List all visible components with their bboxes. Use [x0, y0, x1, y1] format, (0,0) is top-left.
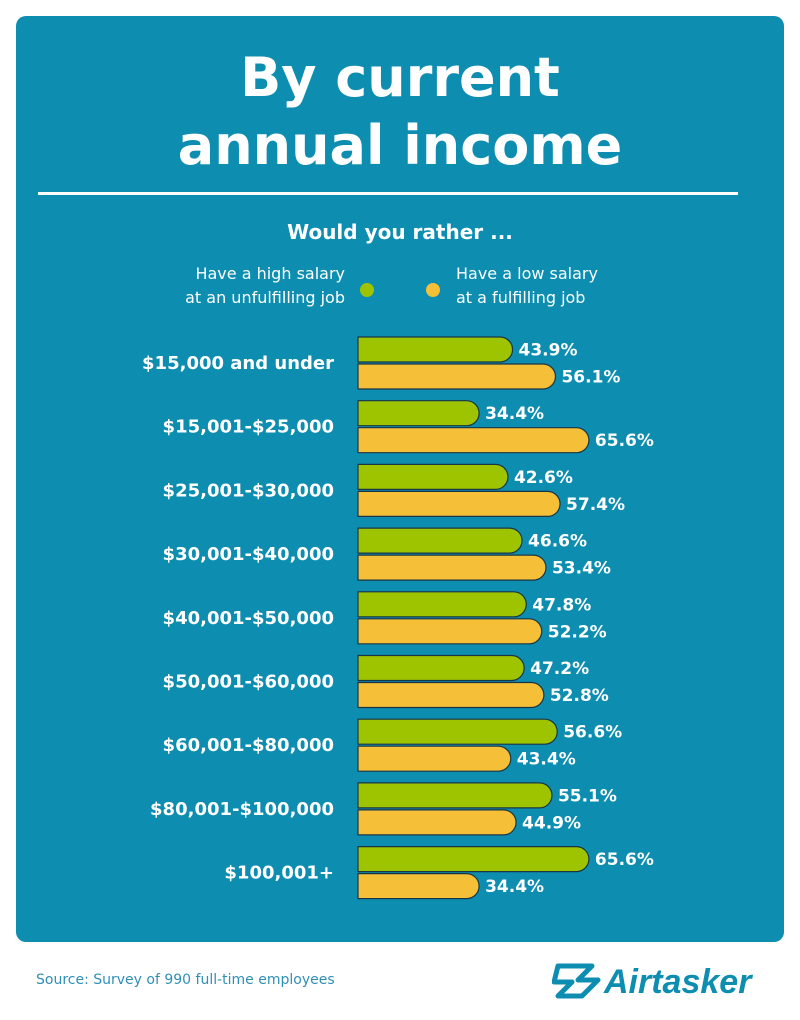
- bar-low-salary: [357, 809, 517, 836]
- data-label: 43.4%: [517, 750, 576, 770]
- bar-high-salary: [357, 463, 509, 490]
- bar-low-salary: [357, 618, 543, 645]
- data-label: 44.9%: [522, 813, 581, 833]
- data-label: 65.6%: [595, 850, 654, 870]
- data-label: 47.2%: [530, 659, 589, 679]
- data-label: 47.8%: [532, 595, 591, 615]
- data-label: 57.4%: [566, 495, 625, 515]
- category-label: $50,001-$60,000: [163, 672, 334, 693]
- bar-high-salary: [357, 336, 514, 363]
- category-label: $25,001-$30,000: [163, 480, 334, 501]
- legend-low-label: Have a low salary at a fulfilling job: [456, 262, 676, 310]
- bar-high-salary: [357, 782, 553, 809]
- data-label: 46.6%: [528, 532, 587, 552]
- category-label: $15,001-$25,000: [163, 417, 334, 438]
- category-label: $100,001+: [224, 863, 334, 884]
- source-note: Source: Survey of 990 full-time employee…: [36, 972, 335, 988]
- data-label: 42.6%: [514, 468, 573, 488]
- data-label: 56.6%: [563, 723, 622, 743]
- data-label: 52.8%: [550, 686, 609, 706]
- legend-high-swatch: [360, 283, 374, 297]
- bar-high-salary: [357, 654, 525, 682]
- category-label: $40,001-$50,000: [163, 608, 334, 629]
- bar-high-salary: [357, 527, 523, 554]
- data-label: 43.9%: [519, 341, 578, 361]
- chart-title-line-2: annual income: [177, 114, 623, 177]
- bar-low-salary: [357, 873, 480, 900]
- bar-high-salary: [357, 846, 590, 873]
- legend-high-line-1: Have a high salary: [195, 264, 345, 283]
- legend-low-line-1: Have a low salary: [456, 264, 598, 283]
- bar-high-salary: [357, 718, 558, 745]
- airtasker-logo: Airtasker: [552, 963, 753, 1001]
- bar-low-salary: [357, 745, 512, 772]
- airtasker-logo-mark: [552, 963, 601, 999]
- legend-low-swatch: [426, 283, 440, 297]
- legend-high-line-2: at an unfulfilling job: [185, 288, 345, 307]
- title-divider: [38, 192, 738, 195]
- category-label: $60,001-$80,000: [163, 735, 334, 756]
- data-label: 53.4%: [552, 559, 611, 579]
- bar-high-salary: [357, 591, 527, 618]
- category-label: $30,001-$40,000: [163, 544, 334, 565]
- chart-title-line-1: By current: [240, 46, 560, 109]
- airtasker-wordmark: Airtasker: [603, 963, 753, 1001]
- legend-high-label: Have a high salary at an unfulfilling jo…: [150, 262, 345, 310]
- bar-low-salary: [357, 681, 545, 709]
- bar-low-salary: [357, 490, 561, 517]
- category-label: $80,001-$100,000: [150, 799, 334, 820]
- data-label: 55.1%: [558, 786, 617, 806]
- data-label: 65.6%: [595, 431, 654, 451]
- data-label: 56.1%: [561, 368, 620, 388]
- bar-low-salary: [357, 554, 547, 581]
- bar-low-salary: [357, 427, 590, 454]
- legend-low-line-2: at a fulfilling job: [456, 288, 586, 307]
- bar-low-salary: [357, 363, 557, 390]
- data-label: 34.4%: [485, 404, 544, 424]
- data-label: 52.2%: [548, 622, 607, 642]
- bar-high-salary: [357, 400, 480, 427]
- chart-question: Would you rather ...: [287, 220, 513, 244]
- category-label: $15,000 and under: [142, 353, 334, 374]
- data-label: 34.4%: [485, 877, 544, 897]
